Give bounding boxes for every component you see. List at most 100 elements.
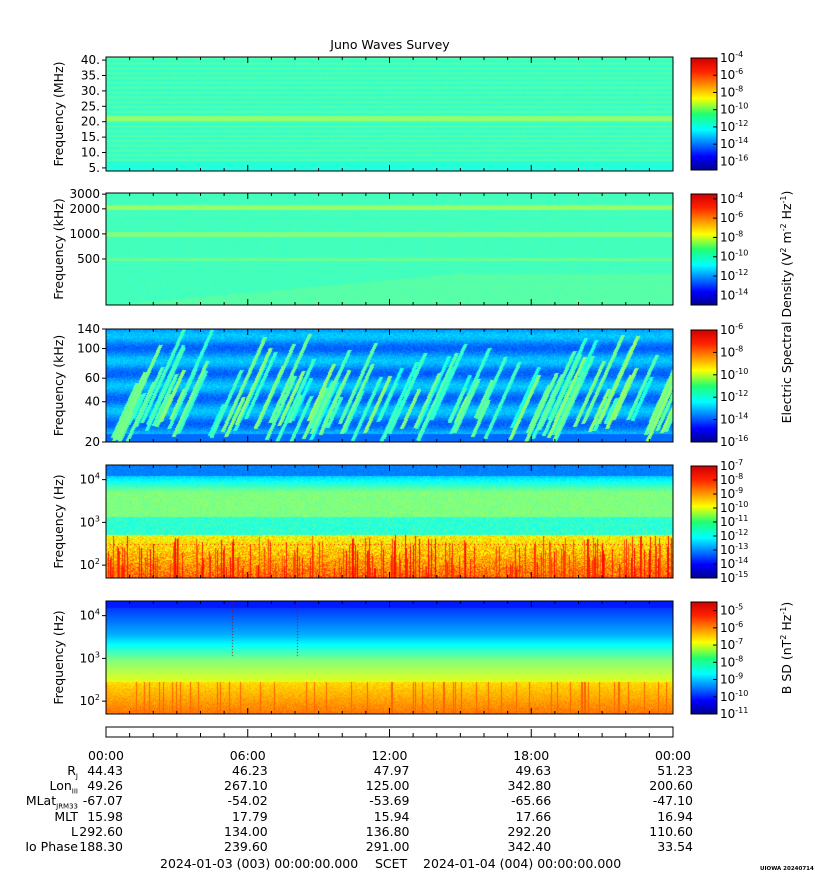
- ephemeris-value: 342.40: [507, 839, 552, 854]
- ephemeris-label: LonIII: [49, 778, 78, 796]
- y-tick-label: 2000: [69, 202, 100, 216]
- y-tick-label: 104: [80, 472, 100, 487]
- colorbar-tick-label: 10-8: [720, 229, 743, 244]
- y-tick-label: 3000: [69, 187, 100, 201]
- colorbar-tick-label: 10-16: [720, 153, 748, 168]
- time-tick-label: 12:00: [371, 748, 407, 763]
- colorbar-tick-label: 10-8: [720, 344, 743, 359]
- colorbar-tick-label: 10-14: [720, 136, 748, 151]
- colorbar-label-b-field: B SD (nT2 Hz-1): [779, 602, 794, 694]
- ephemeris-value: 15.94: [373, 808, 410, 824]
- ephemeris-value: -47.10: [652, 793, 693, 809]
- panel-lfr-high: 20 40 60 100 140 Frequency (kHz): [51, 322, 674, 449]
- y-tick-label: 20: [85, 435, 100, 449]
- spectrogram-mag: [106, 601, 673, 714]
- colorbar-gradient: [690, 329, 718, 443]
- colorbar-tick-label: 10-14: [720, 412, 748, 427]
- y-tick-label: 20.: [81, 115, 100, 129]
- colorbar-tick-label: 10-14: [720, 287, 748, 302]
- y-tick-label: 104: [80, 608, 100, 623]
- colorbar-tick-label: 10-5: [720, 603, 743, 618]
- ephemeris-label: L: [71, 823, 78, 839]
- colorbar-tick-label: 10-10: [720, 102, 748, 117]
- colorbar-lfr-high: 10-6 10-8 10-10 10-12 10-14 10-16: [690, 322, 748, 449]
- y-tick-label: 103: [80, 514, 100, 529]
- y-axis-label: Frequency (Hz): [51, 610, 66, 704]
- y-tick-label: 103: [80, 650, 100, 665]
- colorbar-tick-label: 10-10: [720, 249, 748, 264]
- ephemeris-value: 44.43: [87, 763, 123, 778]
- colorbar-gradient: [690, 465, 718, 579]
- colorbar-tick-label: 10-7: [720, 458, 743, 473]
- ephemeris-value: 17.79: [231, 808, 268, 824]
- colorbar-tick-label: 10-4: [720, 50, 743, 65]
- ephemeris-value: 136.80: [365, 823, 410, 839]
- y-tick-label: 10.: [81, 146, 100, 160]
- panel-mag: 102 103 104 Frequency (Hz): [51, 600, 674, 715]
- time-tick-label: 18:00: [513, 748, 549, 763]
- spectrogram-lfr-high: [106, 329, 673, 442]
- colorbar-tick-label: 10-6: [720, 620, 743, 635]
- colorbar-tick-label: 10-6: [720, 322, 743, 337]
- colorbar-tick-label: 10-10: [720, 367, 748, 382]
- colorbar-tick-label: 10-9: [720, 486, 743, 501]
- ephemeris-value: 292.60: [79, 823, 123, 839]
- colorbar-gradient: [690, 57, 718, 171]
- ephemeris-value: -53.69: [369, 793, 410, 809]
- ephemeris-value: 134.00: [224, 823, 268, 839]
- y-tick-label: 60: [85, 371, 100, 385]
- panel-lfr-low: 102 103 104 Frequency (Hz): [51, 464, 674, 579]
- colorbar-hfr-high: 10-4 10-6 10-8 10-10 10-12 10-14 10-16: [690, 50, 748, 171]
- ephemeris-value: 200.60: [649, 778, 693, 794]
- ephemeris-value: 110.60: [649, 823, 693, 839]
- colorbar-tick-label: 10-9: [720, 672, 743, 687]
- footer-end-time: 2024-01-04 (004) 00:00:00.000: [423, 856, 622, 871]
- ephemeris-value: -65.66: [510, 793, 552, 809]
- colorbar-tick-label: 10-12: [720, 119, 748, 134]
- time-tick-label: 00:00: [88, 748, 124, 763]
- ephemeris-value: 15.98: [87, 808, 123, 824]
- credit-stamp: UIOWA 20240714: [760, 866, 814, 872]
- colorbar-label-e-field: Electric Spectral Density (V2 m-2 Hz-1): [779, 191, 794, 424]
- ephemeris-label: MLT: [54, 808, 78, 824]
- y-tick-label: 25.: [81, 99, 100, 113]
- ephemeris-value: 47.97: [373, 763, 410, 778]
- y-axis-label: Frequency (MHz): [51, 61, 66, 166]
- y-axis-label: Frequency (kHz): [51, 198, 66, 300]
- y-tick-label: 140: [77, 322, 100, 336]
- colorbar-hfr-low: 10-4 10-6 10-8 10-10 10-12 10-14: [690, 191, 748, 306]
- chart-title: Juno Waves Survey: [329, 37, 450, 52]
- ephemeris-value: 16.94: [657, 808, 693, 824]
- colorbar-tick-label: 10-12: [720, 268, 748, 283]
- spectrogram-hfr-high: [106, 57, 673, 171]
- ephemeris-value: 51.23: [657, 763, 693, 778]
- ephemeris-value: 239.60: [224, 839, 268, 854]
- ephemeris-label: Io Phase: [25, 839, 78, 854]
- y-tick-label: 35.: [81, 68, 100, 82]
- colorbar-tick-label: 10-11: [720, 514, 748, 529]
- time-tick-label: 06:00: [230, 748, 266, 763]
- ephemeris-value: 291.00: [365, 839, 410, 854]
- y-tick-label: 1000: [69, 227, 100, 241]
- svg-text:B SD (nT2 Hz-1): B SD (nT2 Hz-1): [779, 602, 794, 694]
- colorbar-tick-label: 10-4: [720, 191, 743, 206]
- spectrogram-lfr-low: [106, 465, 673, 578]
- panel-hfr-high: 5.10. 15.20. 25.30. 35.40. Frequency (MHz): [51, 53, 674, 175]
- colorbar-tick-label: 10-14: [720, 556, 748, 571]
- colorbar-tick-label: 10-7: [720, 637, 743, 652]
- colorbar-tick-label: 10-15: [720, 570, 748, 585]
- colorbar-mag: 10-5 10-6 10-7 10-8 10-9 10-10 10-11: [690, 601, 748, 721]
- colorbar-gradient: [690, 193, 718, 306]
- colorbar-tick-label: 10-8: [720, 472, 743, 487]
- colorbar-tick-label: 10-6: [720, 210, 743, 225]
- footer-start-time: 2024-01-03 (003) 00:00:00.000: [160, 856, 359, 871]
- ephemeris-label: MLatJRM33: [25, 793, 78, 811]
- svg-text:Electric Spectral Density (V2: Electric Spectral Density (V2 m-2 Hz-1): [779, 191, 794, 424]
- colorbar-gradient: [690, 601, 718, 715]
- colorbar-tick-label: 10-10: [720, 689, 748, 704]
- y-tick-label: 500: [77, 252, 100, 266]
- ephemeris-value: 292.20: [507, 823, 552, 839]
- colorbar-tick-label: 10-16: [720, 434, 748, 449]
- colorbar-tick-label: 10-8: [720, 84, 743, 99]
- y-tick-label: 5.: [89, 161, 100, 175]
